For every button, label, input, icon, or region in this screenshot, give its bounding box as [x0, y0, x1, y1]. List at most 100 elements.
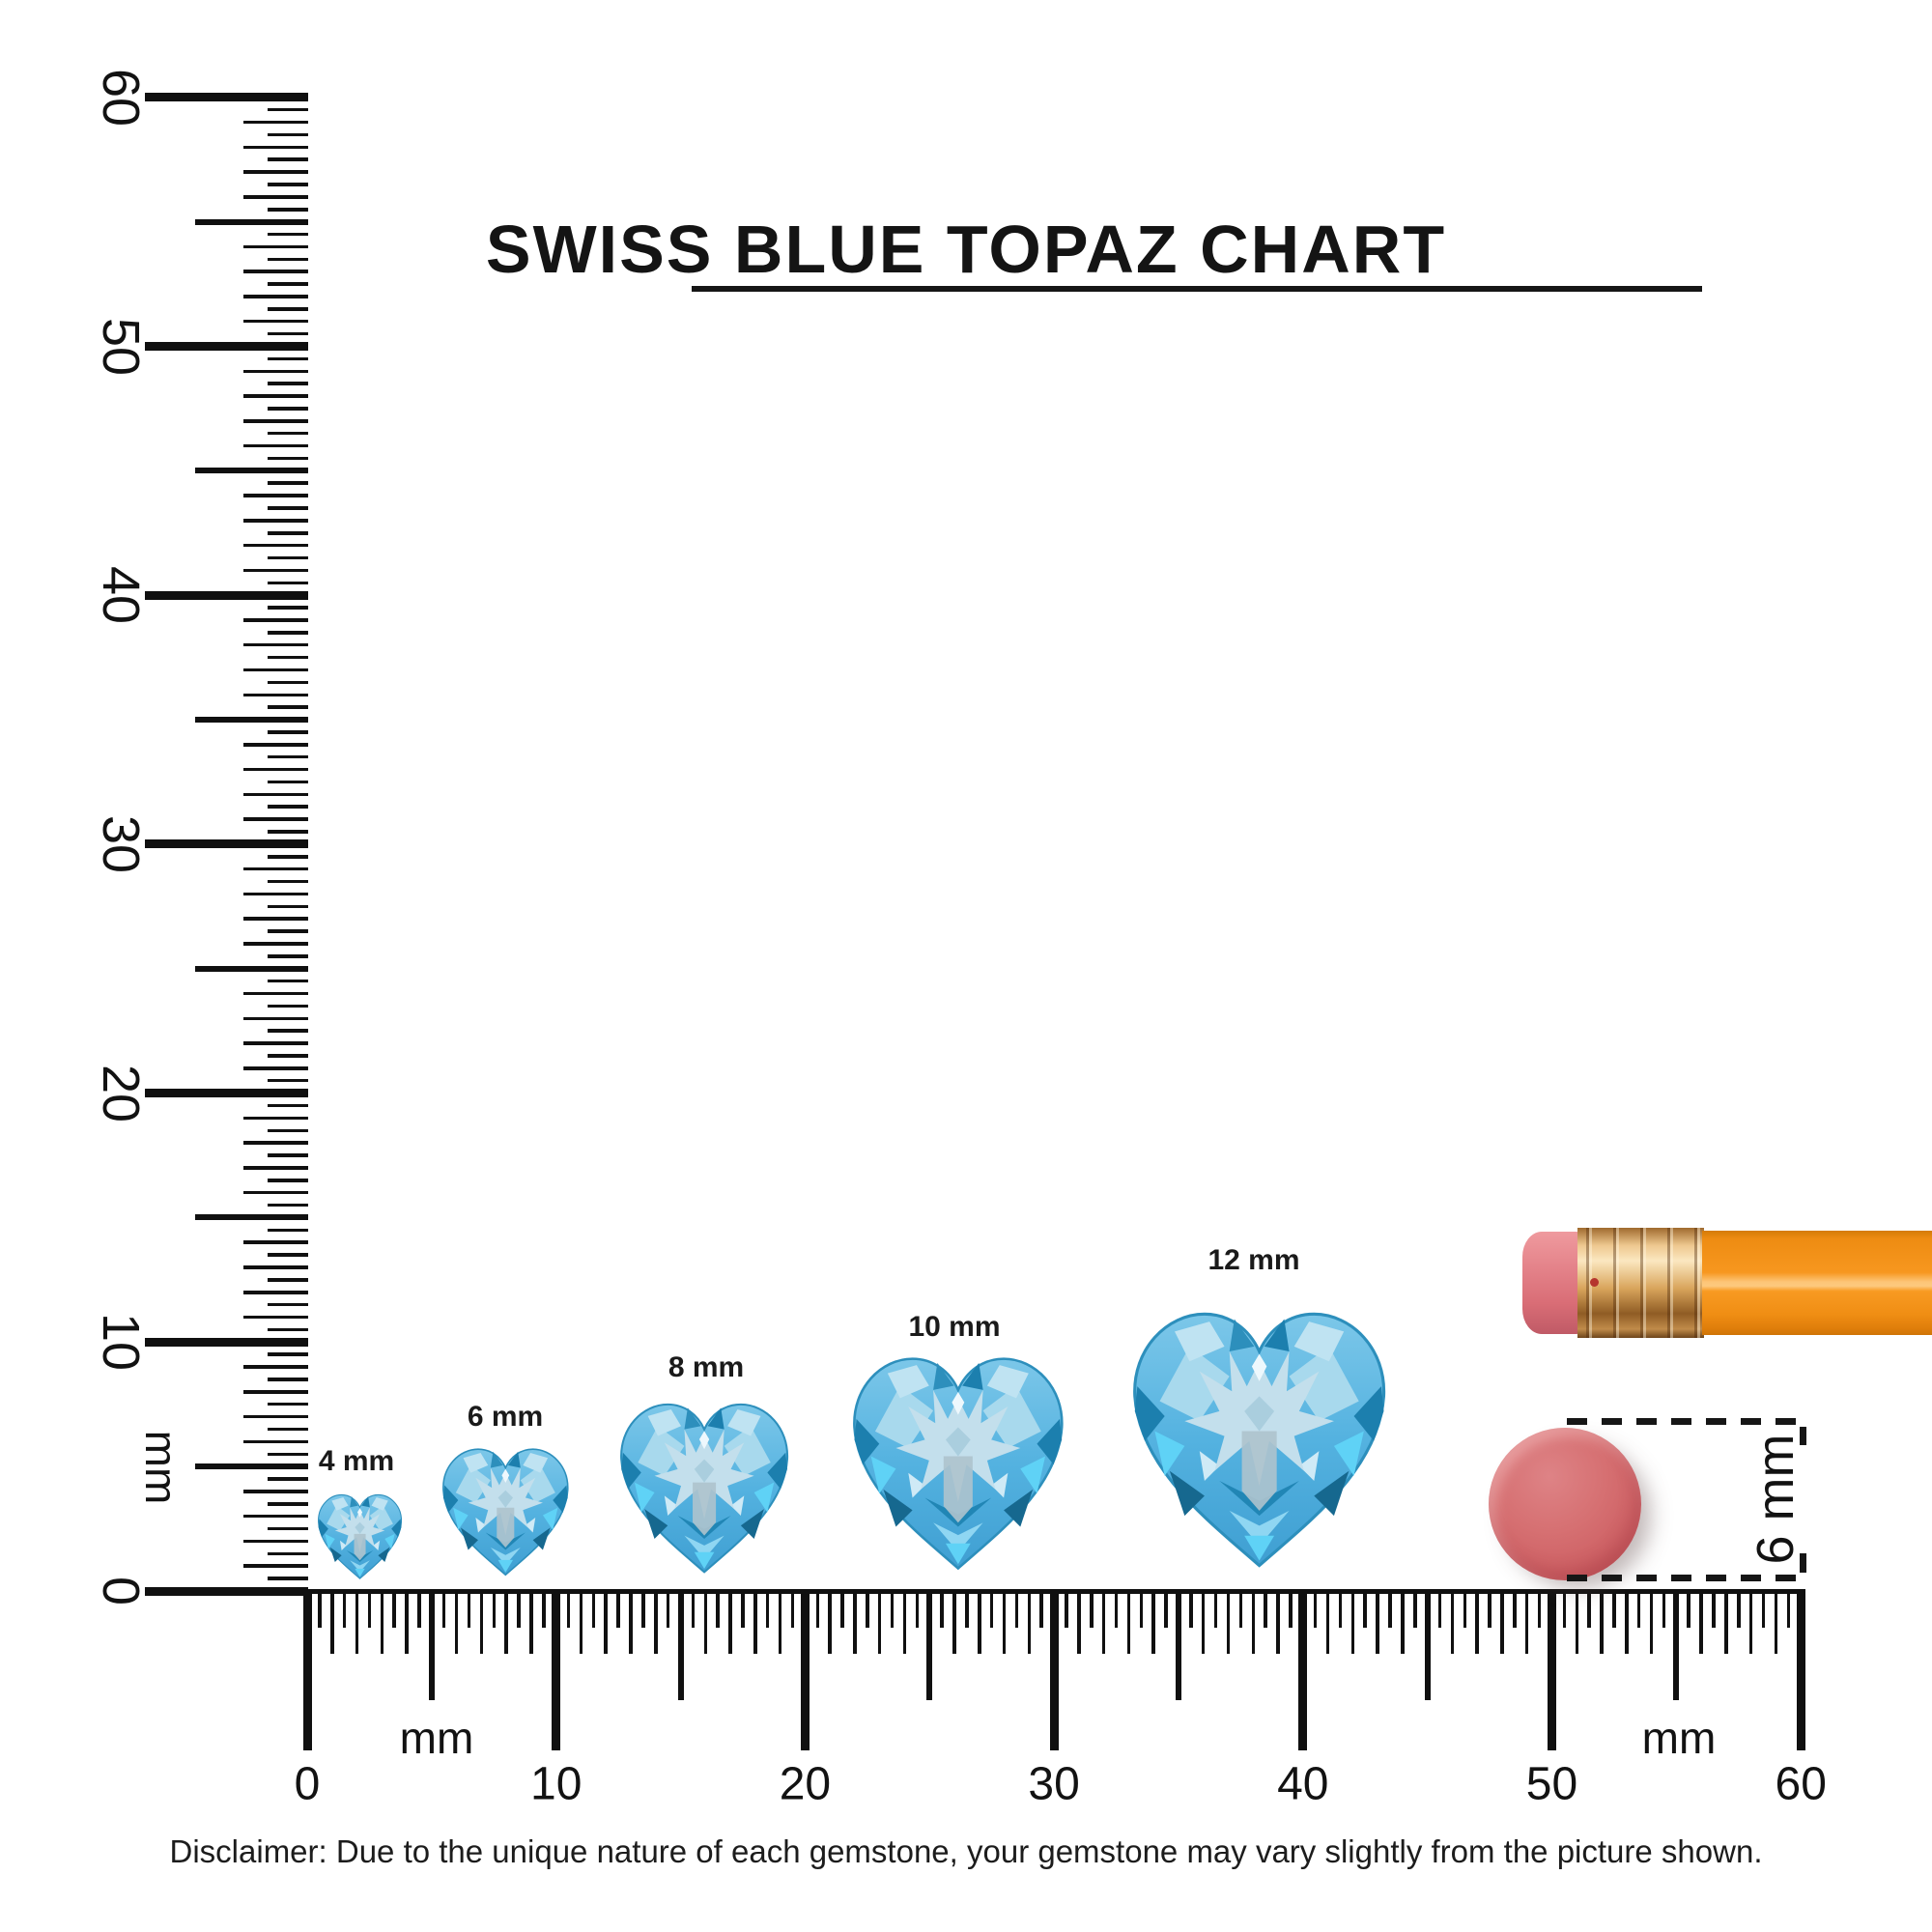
- v-tick: [268, 1477, 308, 1481]
- gem-size-label: 6 mm: [467, 1401, 544, 1433]
- h-tick: [504, 1589, 508, 1654]
- h-tick: [330, 1589, 334, 1654]
- v-tick: [243, 668, 308, 672]
- v-tick: [268, 780, 308, 784]
- v-tick: [268, 282, 308, 286]
- h-tick: [815, 1589, 820, 1628]
- v-tick: [145, 1337, 308, 1347]
- h-tick: [542, 1589, 546, 1628]
- h-tick: [517, 1589, 521, 1628]
- h-tick: [1612, 1589, 1616, 1628]
- v-tick: [268, 107, 308, 112]
- h-tick: [1488, 1589, 1492, 1628]
- v-tick: [243, 1365, 308, 1369]
- v-tick: [268, 1278, 308, 1282]
- h-tick: [405, 1589, 409, 1654]
- h-tick: [877, 1589, 882, 1654]
- v-tick: [268, 1452, 308, 1456]
- h-tick: [1049, 1589, 1059, 1750]
- h-tick: [1027, 1589, 1032, 1654]
- v-tick: [268, 830, 308, 834]
- v-tick: [195, 218, 308, 225]
- v-tick: [268, 1302, 308, 1307]
- v-tick: [268, 1427, 308, 1432]
- v-tick: [268, 1577, 308, 1580]
- h-ruler-number: 20: [779, 1758, 832, 1810]
- heart-gem-graphic: [318, 1493, 403, 1579]
- v-tick: [243, 568, 308, 573]
- v-tick: [268, 1054, 308, 1058]
- h-tick: [641, 1589, 645, 1628]
- v-tick: [268, 581, 308, 585]
- v-tick: [268, 407, 308, 411]
- v-tick: [243, 693, 308, 697]
- h-tick: [579, 1589, 583, 1654]
- v-tick: [268, 855, 308, 859]
- v-tick: [268, 531, 308, 535]
- v-tick: [268, 1253, 308, 1257]
- v-tick: [243, 443, 308, 448]
- h-tick: [1251, 1589, 1255, 1654]
- v-tick: [268, 1078, 308, 1083]
- v-tick: [243, 519, 308, 523]
- v-tick: [243, 1539, 308, 1544]
- horizontal-ruler-unit-label-right: mm: [1641, 1713, 1717, 1763]
- h-tick: [1065, 1589, 1068, 1628]
- v-tick: [268, 705, 308, 709]
- pencil-scale-reference: [1522, 1228, 1932, 1338]
- v-tick: [268, 631, 308, 635]
- heart-gem-graphic: [1133, 1312, 1386, 1567]
- h-tick: [318, 1589, 322, 1628]
- h-tick: [552, 1589, 561, 1750]
- vertical-ruler-unit-label: mm: [136, 1430, 186, 1505]
- h-tick: [591, 1589, 596, 1628]
- h-ruler-number: 50: [1525, 1758, 1578, 1810]
- gem-heart-12mm: [1110, 1287, 1408, 1585]
- h-tick: [1786, 1589, 1791, 1628]
- pencil-body: [1702, 1231, 1932, 1335]
- v-tick: [268, 506, 308, 510]
- v-tick: [268, 132, 308, 137]
- measure-dash-top: [1567, 1418, 1808, 1425]
- h-tick: [1164, 1589, 1168, 1628]
- v-tick: [243, 1190, 308, 1195]
- v-tick: [243, 792, 308, 797]
- h-tick: [1649, 1589, 1654, 1654]
- h-tick: [915, 1589, 920, 1628]
- h-tick: [1475, 1589, 1479, 1654]
- v-tick: [268, 1352, 308, 1356]
- h-tick: [342, 1589, 347, 1628]
- h-tick: [1338, 1589, 1343, 1628]
- v-tick: [268, 1103, 308, 1108]
- h-tick: [1548, 1589, 1556, 1750]
- h-tick: [926, 1589, 933, 1700]
- v-tick: [243, 1315, 308, 1320]
- h-tick: [1712, 1589, 1716, 1628]
- v-tick: [243, 1141, 308, 1145]
- h-tick: [355, 1589, 359, 1654]
- v-tick: [268, 1153, 308, 1157]
- v-tick: [243, 1439, 308, 1444]
- h-tick: [1413, 1589, 1417, 1628]
- measure-dash-corner-top: [1800, 1427, 1806, 1445]
- v-tick: [243, 817, 308, 821]
- h-tick: [677, 1589, 684, 1700]
- h-tick: [1264, 1589, 1267, 1628]
- v-ruler-number: 50: [92, 317, 150, 376]
- v-ruler-number: 20: [92, 1064, 150, 1122]
- v-tick: [268, 954, 308, 958]
- v-tick: [268, 208, 308, 212]
- v-tick: [243, 394, 308, 398]
- h-tick: [417, 1589, 421, 1628]
- h-tick: [866, 1589, 869, 1628]
- h-tick: [1500, 1589, 1504, 1654]
- h-tick: [1388, 1589, 1392, 1628]
- v-tick: [268, 1128, 308, 1132]
- v-tick: [195, 468, 308, 474]
- pencil-ferrule-dot: [1590, 1278, 1599, 1287]
- v-tick: [268, 606, 308, 610]
- h-tick: [691, 1589, 696, 1628]
- h-tick: [1226, 1589, 1231, 1654]
- v-tick: [268, 1029, 308, 1033]
